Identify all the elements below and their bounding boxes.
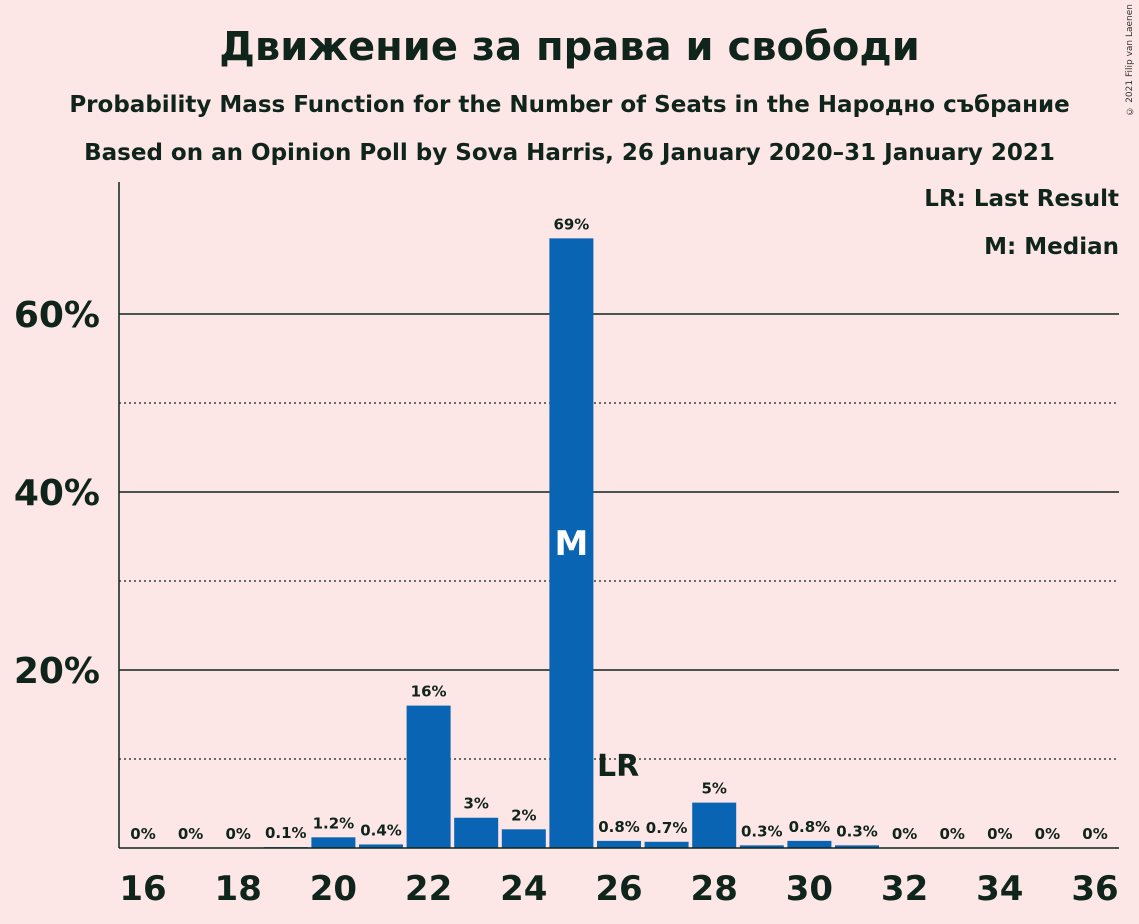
y-tick-label: 40% [14,473,100,514]
data-label: 0.8% [598,818,640,836]
y-tick-label: 20% [14,651,100,692]
bar-seat-27 [644,841,689,848]
bar-seat-23 [454,817,499,848]
data-label: 0% [939,825,964,843]
data-label: 3% [463,795,488,813]
legend-median: M: Median [984,234,1119,260]
data-label: 0% [1082,825,1107,843]
data-label: 1.2% [313,814,355,832]
x-tick-label: 22 [405,869,452,909]
bar-seat-25 [549,238,594,849]
last-result-marker: LR [597,749,639,784]
data-label: 0.7% [646,819,688,837]
x-tick-label: 26 [595,869,642,909]
bar-seat-31 [835,845,879,848]
data-label: 0.3% [836,822,878,840]
x-tick-label: 30 [786,869,833,909]
data-label: 0.3% [741,822,783,840]
x-tick-label: 34 [976,869,1023,909]
data-label: 0% [225,825,250,843]
data-label: 2% [511,806,536,824]
median-marker: M [554,524,588,564]
legend-last-result: LR: Last Result [924,186,1119,212]
data-label: 5% [701,780,726,798]
y-tick-label: 60% [14,295,100,336]
data-label: 16% [411,683,447,701]
bar-seat-26 [597,840,641,848]
data-label: 0% [178,825,203,843]
chart-source: Based on an Opinion Poll by Sova Harris,… [84,140,1055,166]
bar-seat-30 [787,840,832,848]
x-tick-label: 36 [1071,869,1118,909]
data-label: 0% [130,825,155,843]
data-label: 0.1% [265,824,307,842]
chart-subtitle: Probability Mass Function for the Number… [69,92,1070,118]
data-label: 69% [553,215,589,233]
data-label: 0% [892,825,917,843]
data-label: 0.8% [789,818,831,836]
x-tick-label: 32 [881,869,928,909]
x-tick-label: 24 [500,869,547,909]
chart-title: Движение за права и свободи [219,24,920,70]
x-tick-label: 18 [215,869,262,909]
x-tick-label: 20 [310,869,357,909]
bar-seat-24 [501,829,546,848]
data-label: 0% [987,825,1012,843]
bar-seat-28 [692,802,737,848]
x-tick-label: 16 [119,869,166,909]
data-label: 0% [1035,825,1060,843]
bar-seat-29 [739,845,784,848]
bar-seat-21 [359,844,403,848]
bar-seat-22 [406,705,451,848]
x-tick-label: 28 [691,869,738,909]
data-label: 0.4% [360,821,402,839]
bar-seat-20 [311,837,356,848]
